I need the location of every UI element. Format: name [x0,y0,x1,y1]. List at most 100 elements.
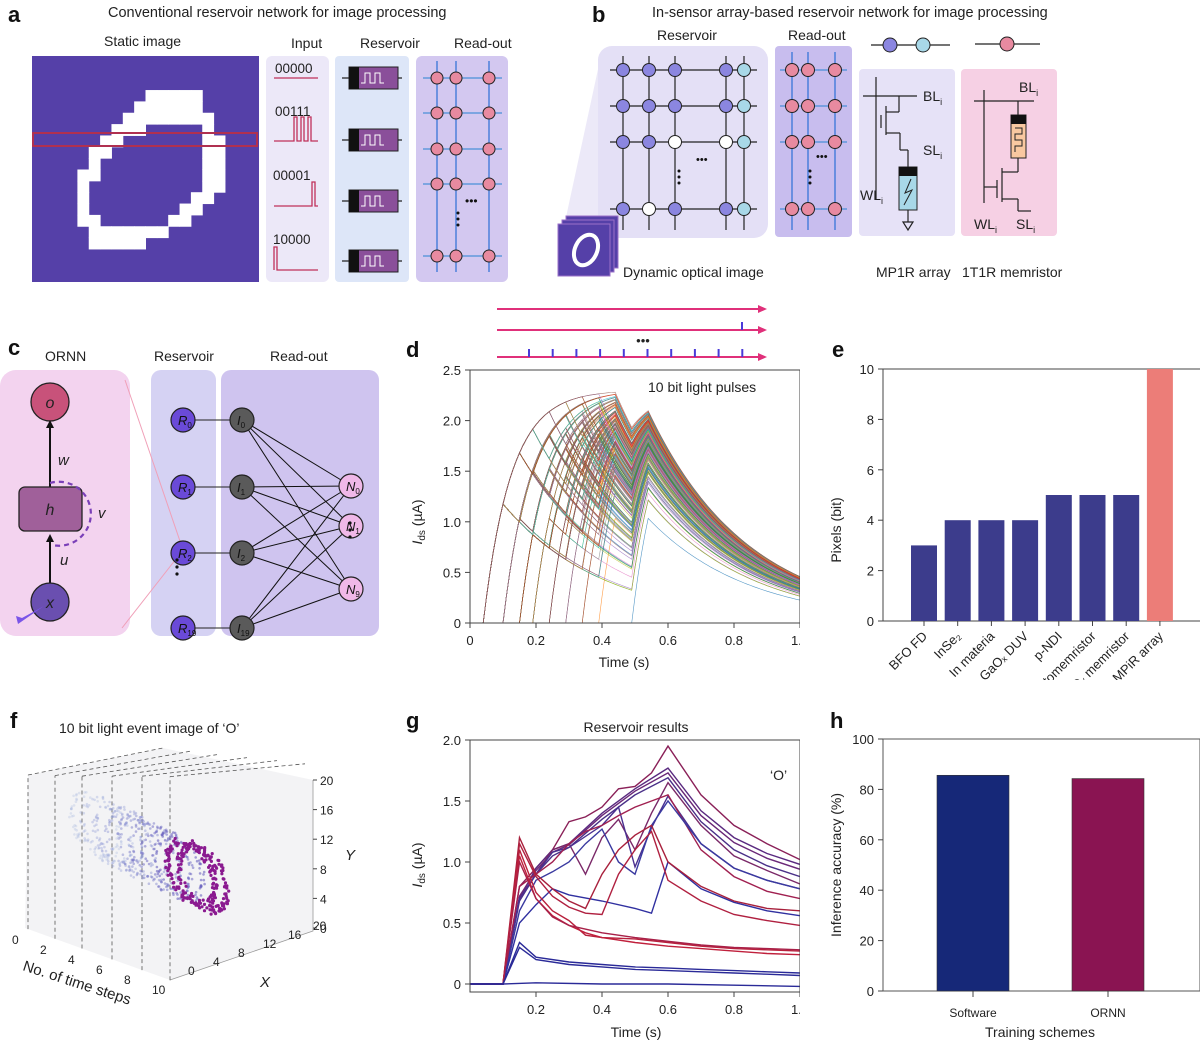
readout-node [785,202,799,216]
chart-h: 0 20 40 60 80 100 Software ORNN Training scheme… [828,732,1200,1040]
digit-pixel [179,214,192,227]
event-point [165,830,169,833]
event-point [86,839,89,843]
event-point [72,814,75,818]
event-point [164,865,168,870]
chart-d-ylabel: Ids (µA) [409,499,428,544]
event-point [155,850,159,853]
readout-input-node-2-label: I2 [237,546,246,563]
event-point [97,846,101,849]
event-point [206,853,210,857]
event-point [176,893,179,896]
event-point [110,819,114,822]
event-point [173,836,177,841]
event-point [160,872,163,876]
event-point [110,861,114,865]
event-point [117,805,121,809]
event-point [180,848,184,852]
event-point [217,862,221,866]
digit-pixel [179,112,192,125]
reservoir-node [616,63,630,77]
y-tick-label: 16 [320,804,334,818]
event-point [141,818,144,822]
event-point [188,894,193,898]
event-point [108,820,112,824]
panel-e-letter: e [832,337,845,362]
event-point [91,829,95,833]
event-point [74,824,78,828]
event-point [129,810,132,814]
input-waveform-2 [274,116,318,142]
event-point [221,866,225,870]
event-point [203,882,206,886]
event-point [117,867,121,870]
event-point [160,878,163,882]
event-point [107,860,110,863]
event-point [128,814,131,818]
output-neuron-9 [338,576,364,602]
event-point [202,873,205,876]
event-point [75,836,78,840]
readout-node [449,249,463,263]
event-point [100,842,104,845]
event-point [148,823,152,826]
mp1r-wl-label: WLi [860,187,883,206]
readout-node [430,142,444,156]
event-point [172,851,175,855]
event-point [145,859,149,863]
event-point [101,842,105,846]
event-point [198,872,202,875]
event-point [94,853,97,857]
event-point [101,859,104,863]
vertical-ellipsis-dot [808,181,812,185]
photodetector-cap [899,167,917,176]
event-point [188,897,192,901]
event-point [91,839,94,843]
y-tick-label: 60 [860,833,874,848]
event-point [124,821,128,825]
event-point [150,845,154,848]
reservoir-node [616,99,630,113]
event-point [110,808,114,811]
event-point [118,864,122,867]
event-point [102,855,105,858]
bar-0 [911,545,937,621]
weight-w-label: w [58,452,70,469]
event-point [121,812,124,816]
readout-node [482,106,496,120]
event-point [130,853,133,857]
y-tick-label: 0 [320,922,327,936]
event-point [172,885,176,889]
digit-pixel [122,112,135,125]
event-point [151,825,155,828]
event-point [111,806,115,810]
event-point [214,877,218,881]
readout-node [828,135,842,149]
mp1r-bl-label: BLi [923,88,942,107]
event-point [134,823,138,827]
event-point [179,881,183,885]
event-point [123,862,127,866]
event-point [77,833,81,837]
event-point [122,860,125,864]
event-point [170,877,174,881]
event-point [166,885,169,888]
reservoir-label-c: Reservoir [154,348,214,364]
event-point [210,852,214,856]
event-point [97,847,100,850]
event-point [199,846,203,850]
event-point [159,842,162,845]
chart-f-ylabel: Y [345,847,356,864]
event-point [72,825,75,829]
event-point [141,875,144,878]
event-point [101,797,105,801]
series-rr1 [470,824,800,985]
mp1r-circuit-panel [859,69,955,236]
event-point [195,859,199,863]
event-point [151,863,154,867]
readout-weight-edge [241,485,352,488]
event-point [185,896,190,900]
event-point [142,863,145,866]
memristor-wl-label: WLi [974,216,997,235]
event-point [167,854,171,858]
